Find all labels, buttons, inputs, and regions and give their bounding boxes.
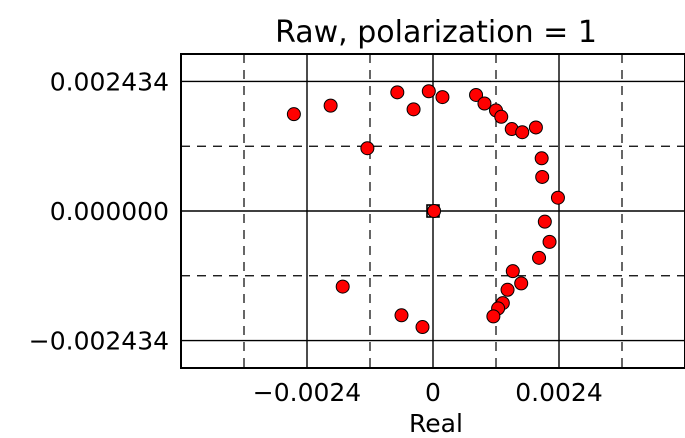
- data-point: [477, 96, 492, 111]
- y-tick-label: 0.000000: [50, 197, 169, 226]
- x-tick-label: −0.0024: [253, 378, 361, 407]
- data-point: [323, 98, 338, 113]
- data-point: [415, 320, 430, 335]
- x-tick-label: 0.0024: [515, 378, 602, 407]
- y-tick-label: 0.002434: [50, 67, 169, 96]
- data-point: [532, 250, 547, 265]
- data-point: [427, 204, 442, 218]
- data-point: [542, 234, 557, 249]
- data-point: [360, 141, 375, 156]
- data-point: [535, 169, 550, 184]
- data-point: [394, 308, 409, 323]
- chart-title: Raw, polarization = 1: [275, 15, 597, 50]
- y-tick-labels: 0.002434 0.000000 −0.002434: [29, 67, 169, 355]
- x-tick-label: 0: [425, 378, 441, 407]
- data-point: [550, 190, 565, 205]
- data-point: [515, 125, 530, 140]
- data-point: [534, 151, 549, 166]
- data-point: [435, 90, 450, 105]
- data-point: [537, 214, 552, 229]
- data-point: [505, 264, 520, 279]
- plot-frame: [180, 53, 685, 369]
- data-point: [421, 84, 436, 99]
- data-point: [469, 87, 484, 102]
- data-point: [406, 102, 421, 117]
- data-point: [335, 279, 350, 294]
- y-tick-label: −0.002434: [29, 327, 169, 356]
- data-points: [286, 84, 565, 335]
- data-point: [286, 107, 301, 122]
- data-point: [486, 309, 501, 324]
- data-point: [528, 120, 543, 135]
- data-point: [494, 109, 509, 124]
- x-axis-label: Real: [409, 409, 463, 438]
- x-tick-labels: −0.0024 0 0.0024: [253, 378, 603, 407]
- data-point: [500, 282, 515, 297]
- data-point: [390, 85, 405, 100]
- data-point: [514, 276, 529, 291]
